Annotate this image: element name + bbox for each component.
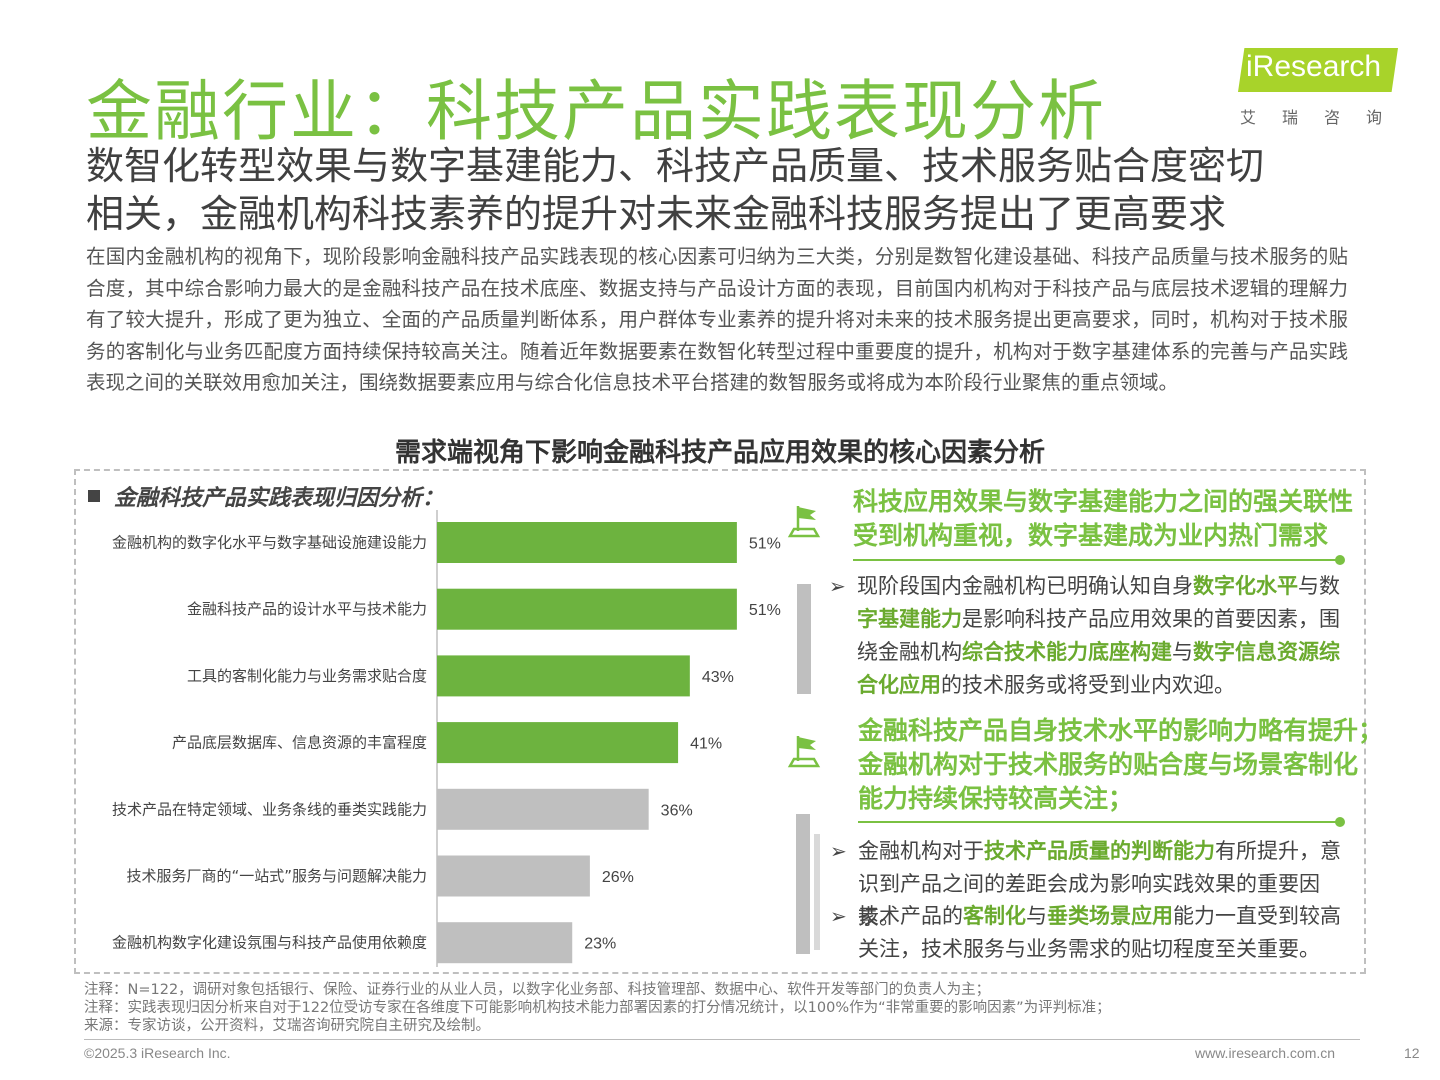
bullet-highlight: 垂类场景应用 xyxy=(1047,904,1173,928)
value-label-1: 51% xyxy=(749,536,781,553)
section-title: 需求端视角下影响金融科技产品应用效果的核心因素分析 xyxy=(394,438,1045,468)
insight-heading-1-line-1: 科技应用效果与数字基建能力之间的强关联性 xyxy=(853,487,1354,516)
bullet-3-line-2: 关注，技术服务与业务需求的贴切程度至关重要。 xyxy=(858,937,1320,961)
bar-7 xyxy=(437,922,573,964)
insight-heading-1: 科技应用效果与数字基建能力之间的强关联性 受到机构重视，数字基建成为业内热门需求 xyxy=(853,485,1353,553)
bullet-text: 技术产品的 xyxy=(858,904,963,928)
bullet-text: 与 xyxy=(1172,640,1193,664)
arrow-bullet-icon: ➢ xyxy=(830,904,847,928)
arrow-bullet-icon: ➢ xyxy=(830,839,847,863)
bar-1 xyxy=(437,522,737,563)
bullet-text: 与数 xyxy=(1298,574,1340,598)
green-divider xyxy=(858,821,1339,823)
square-bullet-icon xyxy=(88,490,100,502)
iresearch-logo: iResearch 艾瑞咨询 xyxy=(1238,46,1409,127)
category-label-5: 技术产品在特定领域、业务条线的垂类实践能力 xyxy=(112,800,427,818)
bar-5 xyxy=(437,788,649,830)
insight-heading-2-line-2: 金融机构对于技术服务的贴合度与场景客制化 xyxy=(858,750,1359,779)
bullet-highlight: 数字化水平 xyxy=(1193,574,1298,598)
green-dot-icon xyxy=(1335,817,1345,827)
insight-bullet-2: ➢ 金融机构对于技术产品质量的判断能力有所提升，意 识到产品之间的差距会成为影响… xyxy=(830,835,1353,934)
green-divider xyxy=(853,559,1339,561)
gray-accent-bar xyxy=(797,584,811,694)
analysis-panel xyxy=(74,469,1366,974)
footnotes: 注释：N=122，调研对象包括银行、保险、证券行业的从业人员，以数字化业务部、科… xyxy=(84,981,1111,1035)
green-dot-icon xyxy=(1335,555,1345,565)
category-label-7: 金融机构数字化建设氛围与科技产品使用依赖度 xyxy=(112,934,427,952)
bullet-text: 能力一直受到较高 xyxy=(1173,904,1341,928)
bullet-1-line-1: 现阶段国内金融机构已明确认知自身数字化水平与数 xyxy=(857,570,1342,603)
subtitle-line-1: 数智化转型效果与数字基建能力、科技产品质量、技术服务贴合度密切 xyxy=(86,144,1265,188)
bullet-1-line-2: 字基建能力是影响科技产品应用效果的首要因素，围 xyxy=(857,603,1342,636)
bullet-3-line-1: 技术产品的客制化与垂类场景应用能力一直受到较高 xyxy=(858,900,1353,933)
bullet-text: 现阶段国内金融机构已明确认知自身 xyxy=(857,574,1193,598)
insight-bullet-3: ➢ 技术产品的客制化与垂类场景应用能力一直受到较高 关注，技术服务与业务需求的贴… xyxy=(830,900,1353,966)
page-subtitle: 数智化转型效果与数字基建能力、科技产品质量、技术服务贴合度密切 相关，金融机构科… xyxy=(86,142,1356,238)
bullet-2-line-2: 识到产品之间的差距会成为影响实践效果的重要因素。 xyxy=(858,872,1320,929)
bullet-highlight: 合化应用 xyxy=(857,673,941,697)
copyright: ©2025.3 iResearch Inc. xyxy=(84,1045,231,1061)
footnote-source: 来源：专家访谈，公开资料，艾瑞咨询研究院自主研究及绘制。 xyxy=(84,1018,490,1034)
flag-icon xyxy=(787,506,821,538)
bullet-highlight: 数字信息资源综 xyxy=(1193,640,1340,664)
arrow-bullet-icon: ➢ xyxy=(829,574,846,598)
intro-paragraph: 在国内金融机构的视角下，现阶段影响金融科技产品实践表现的核心因素可归纳为三大类，… xyxy=(86,245,1348,394)
bullet-text: 有所提升，意 xyxy=(1215,839,1341,863)
gray-accent-bar xyxy=(814,834,820,950)
bullet-text: 的技术服务或将受到业内欢迎。 xyxy=(941,673,1235,697)
gray-accent-bar xyxy=(796,814,810,954)
category-label-1: 金融机构的数字化水平与数字基础设施建设能力 xyxy=(112,534,427,552)
category-label-6: 技术服务厂商的“一站式”服务与问题解决能力 xyxy=(126,867,427,885)
chart-heading: 金融科技产品实践表现归因分析： xyxy=(88,480,444,512)
page-number: 12 xyxy=(1404,1045,1420,1061)
category-label-2: 金融科技产品的设计水平与技术能力 xyxy=(187,600,427,618)
footnote-1: 注释：N=122，调研对象包括银行、保险、证券行业的从业人员，以数字化业务部、科… xyxy=(84,982,991,998)
bar-4 xyxy=(437,722,679,764)
value-label-5: 36% xyxy=(661,802,693,819)
bullet-text: 金融机构对于 xyxy=(858,839,984,863)
bullet-text: 绕金融机构 xyxy=(857,640,962,664)
bar-3 xyxy=(437,655,690,697)
insight-heading-2: 金融科技产品自身技术水平的影响力略有提升； 金融机构对于技术服务的贴合度与场景客… xyxy=(858,714,1383,816)
category-label-4: 产品底层数据库、信息资源的丰富程度 xyxy=(172,734,427,752)
insight-heading-1-line-2: 受到机构重视，数字基建成为业内热门需求 xyxy=(853,521,1329,550)
bullet-1-line-4: 合化应用的技术服务或将受到业内欢迎。 xyxy=(857,669,1342,702)
footnote-2: 注释：实践表现归因分析来自对于122位受访专家在各维度下可能影响机构技术能力部署… xyxy=(84,1000,1111,1016)
bar-2 xyxy=(437,588,737,630)
subtitle-line-2: 相关，金融机构科技素养的提升对未来金融科技服务提出了更高要求 xyxy=(86,192,1227,236)
value-label-6: 26% xyxy=(602,869,634,886)
category-label-3: 工具的客制化能力与业务需求贴合度 xyxy=(187,667,427,685)
bullet-2-line-1: 金融机构对于技术产品质量的判断能力有所提升，意 xyxy=(858,835,1353,868)
bullet-highlight: 客制化 xyxy=(963,904,1026,928)
bullet-text: 与 xyxy=(1026,904,1047,928)
insight-heading-2-line-3: 能力持续保持较高关注； xyxy=(858,784,1134,813)
bullet-highlight: 字基建能力 xyxy=(857,607,962,631)
flag-icon xyxy=(787,736,821,768)
chart-heading-text: 金融科技产品实践表现归因分析： xyxy=(114,486,445,511)
attribution-bar-chart: 金融机构的数字化水平与数字基础设施建设能力 51% 金融科技产品的设计水平与技术能力… xyxy=(112,510,781,967)
bullet-text: 是影响科技产品应用效果的首要因素，围 xyxy=(962,607,1340,631)
insight-bullet-1: ➢ 现阶段国内金融机构已明确认知自身数字化水平与数 字基建能力是影响科技产品应用… xyxy=(829,570,1342,702)
logo-brand-text: iResearch xyxy=(1246,50,1382,83)
logo-chinese-text: 艾瑞咨询 xyxy=(1240,108,1409,127)
bar-6 xyxy=(437,855,590,897)
bullet-highlight: 技术产品质量的判断能力 xyxy=(984,839,1215,863)
value-label-4: 41% xyxy=(690,736,722,753)
value-label-2: 51% xyxy=(749,602,781,619)
value-label-3: 43% xyxy=(702,669,734,686)
website-url: www.iresearch.com.cn xyxy=(1195,1045,1336,1061)
value-label-7: 23% xyxy=(584,936,616,953)
page-title: 金融行业：科技产品实践表现分析 xyxy=(86,73,1106,150)
logo-badge xyxy=(1238,48,1398,92)
bullet-1-line-3: 绕金融机构综合技术能力底座构建与数字信息资源综 xyxy=(857,636,1342,669)
footer-divider xyxy=(84,1039,1360,1040)
insight-heading-2-line-1: 金融科技产品自身技术水平的影响力略有提升； xyxy=(858,716,1384,745)
bullet-highlight: 综合技术能力底座构建 xyxy=(962,640,1172,664)
